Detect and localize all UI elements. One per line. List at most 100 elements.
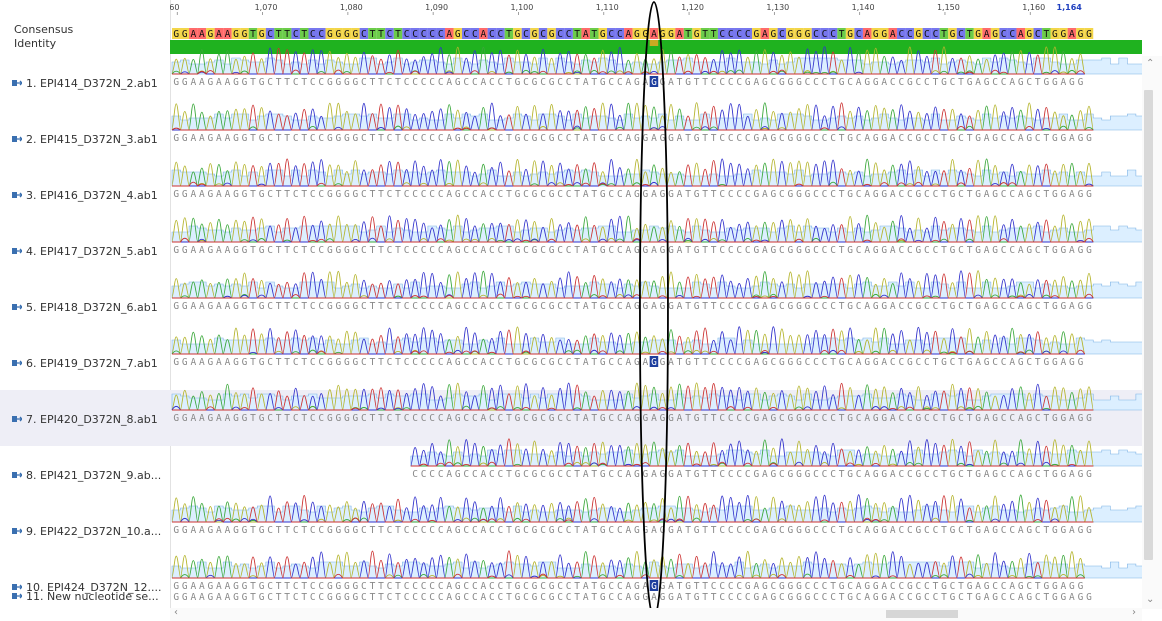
sequence-base: C (856, 189, 862, 200)
sequence-base: C (557, 469, 563, 480)
sequence-base: T (711, 469, 717, 480)
consensus-base: G (335, 29, 341, 40)
sequence-base: T (301, 133, 307, 144)
sequence-name[interactable]: 10. EPI424_D372N_12.... (12, 581, 162, 594)
sequence-base: C (438, 525, 444, 536)
selected-row-name-highlight (0, 390, 170, 446)
consensus-base: G (634, 29, 640, 40)
sequence-base: G (549, 301, 555, 312)
sequence-base: G (1061, 525, 1067, 536)
chevron-up-icon[interactable]: ⌃ (1146, 58, 1155, 69)
sequence-base: G (694, 525, 700, 536)
sequence-base: G (796, 413, 802, 424)
chevron-down-icon[interactable]: ⌄ (1146, 594, 1155, 605)
sequence-base: T (506, 301, 512, 312)
sequence-base: C (566, 77, 572, 88)
chromatogram-file-icon (12, 590, 23, 599)
sequence-base: A (190, 189, 196, 200)
horizontal-scrollbar[interactable] (170, 608, 1142, 621)
sequence-base: T (378, 525, 384, 536)
consensus-base-bg (828, 28, 838, 39)
sequence-base: C (719, 189, 725, 200)
sequence-base: C (822, 301, 828, 312)
sequence-base: G (753, 245, 759, 256)
sequence-base: A (864, 525, 870, 536)
sequence-base: C (387, 245, 393, 256)
ruler-tick-label: 1,070 (255, 3, 278, 12)
ruler-tick-label: 1,120 (681, 3, 704, 12)
sequence-base: G (327, 189, 333, 200)
sequence-base: G (779, 77, 785, 88)
alignment-area[interactable]: 60 1,070 1,080 1,090 1,100 1,110 1,120 1,130 1,1… (170, 0, 1142, 621)
sequence-base: G (796, 189, 802, 200)
sequence-base: G (634, 133, 640, 144)
sequence-base: T (378, 357, 384, 368)
sequence-base: C (438, 245, 444, 256)
sequence-name[interactable]: 11. New nucleotide se... (12, 590, 159, 603)
sequence-base: A (1069, 469, 1075, 480)
sequence-base: C (412, 245, 418, 256)
sequence-base: C (933, 245, 939, 256)
sequence-base: C (412, 77, 418, 88)
sequence-base: A (199, 301, 205, 312)
sequence-base: G (975, 301, 981, 312)
sequence-base: C (898, 301, 904, 312)
sequence-name[interactable]: 2. EPI415_D372N_3.ab1 (12, 133, 158, 146)
consensus-base-bg (965, 28, 974, 39)
sequence-base: C (890, 77, 896, 88)
sequence-base: G (353, 413, 359, 424)
horizontal-scroll-thumb[interactable] (886, 610, 958, 618)
sequence-base: G (600, 245, 606, 256)
sequence-base: C (412, 133, 418, 144)
sequence-base: G (668, 133, 674, 144)
variant-base-bg (649, 580, 659, 591)
sequence-base: C (736, 592, 742, 603)
sequence-base: G (788, 525, 794, 536)
sequence-base: G (344, 592, 350, 603)
sequence-name[interactable]: 7. EPI420_D372N_8.ab1 (12, 413, 158, 426)
sequence-base: T (395, 301, 401, 312)
sequence-base: C (779, 133, 785, 144)
sequence-name-panel: Consensus Identity 1. EPI414_D372N_2.ab1… (0, 0, 171, 621)
chromatogram-trace-t (171, 327, 1086, 355)
sequence-name[interactable]: 8. EPI421_D372N_9.ab... (12, 469, 161, 482)
sequence-base: G (796, 469, 802, 480)
sequence-base: C (1009, 133, 1015, 144)
sequence-base: C (566, 133, 572, 144)
sequence-base: G (515, 189, 521, 200)
sequence-base: G (1078, 581, 1084, 592)
sequence-base: G (532, 245, 538, 256)
chevron-left-icon[interactable]: ‹ (174, 607, 178, 618)
sequence-base: C (472, 77, 478, 88)
sequence-base: G (660, 525, 666, 536)
sequence-base: G (847, 245, 853, 256)
consensus-base-bg (206, 28, 215, 39)
sequence-base: A (1018, 133, 1024, 144)
sequence-name[interactable]: 4. EPI417_D372N_5.ab1 (12, 245, 158, 258)
alignment-canvas[interactable]: 60 1,070 1,080 1,090 1,100 1,110 1,120 1,130 1,1… (170, 0, 1142, 621)
vertical-scroll-thumb[interactable] (1144, 90, 1153, 560)
chevron-right-icon[interactable]: › (1132, 607, 1136, 618)
sequence-name[interactable]: 3. EPI416_D372N_4.ab1 (12, 189, 158, 202)
sequence-name[interactable]: 5. EPI418_D372N_6.ab1 (12, 301, 158, 314)
sequence-name[interactable]: 6. EPI419_D372N_7.ab1 (12, 357, 158, 370)
sequence-base: C (907, 245, 913, 256)
sequence-base: C (498, 581, 504, 592)
sequence-base: C (421, 469, 427, 480)
consensus-base: C (472, 29, 478, 40)
sequence-name[interactable]: 1. EPI414_D372N_2.ab1 (12, 77, 158, 90)
consensus-base: A (1069, 29, 1075, 40)
sequence-name[interactable]: 9. EPI422_D372N_10.a... (12, 525, 161, 538)
sequence-base: G (600, 357, 606, 368)
